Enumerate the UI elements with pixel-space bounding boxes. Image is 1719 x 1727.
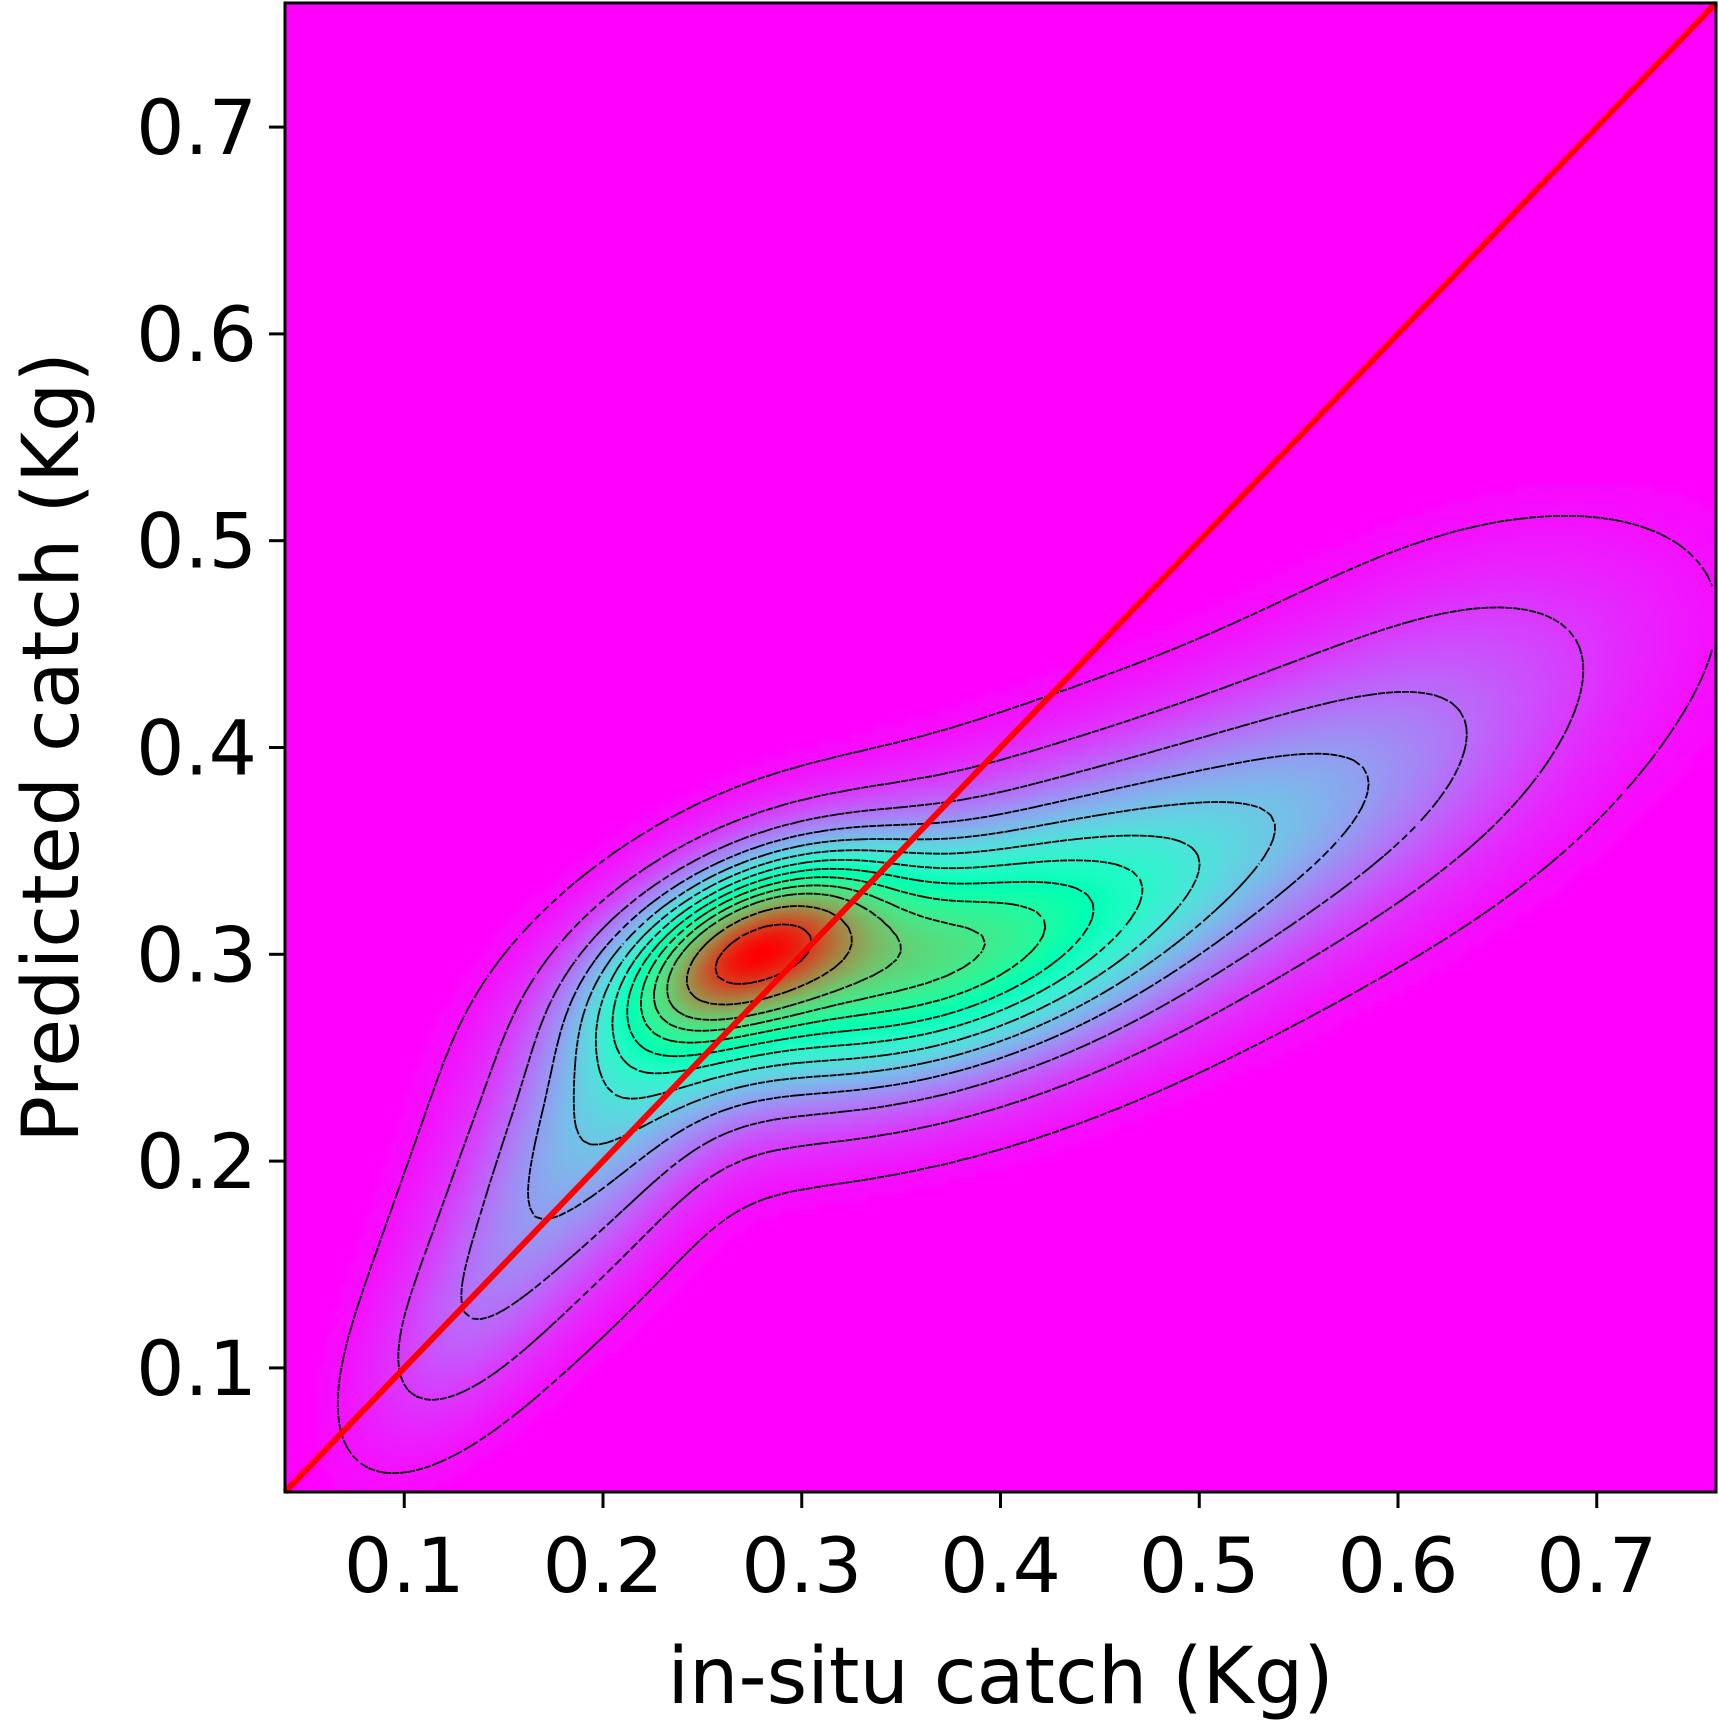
contour-line-11 — [666, 892, 902, 1021]
contour-line-10 — [653, 884, 987, 1032]
y-tick-label: 0.5 — [136, 497, 257, 586]
contour-line-3 — [460, 691, 1468, 1321]
y-tick-label: 0.3 — [136, 910, 257, 999]
y-axis-ticks: 0.1 0.2 0.3 0.4 0.5 0.6 0.7 — [136, 83, 285, 1413]
y-tick-label: 0.7 — [136, 83, 257, 172]
contour-lines — [336, 515, 1713, 1475]
contour-line-7 — [611, 859, 1144, 1075]
contour-line-5 — [572, 801, 1276, 1146]
y-axis-label: Predicted catch (Kg) — [7, 352, 97, 1143]
contour-line-12 — [685, 905, 853, 1006]
x-tick-label: 0.2 — [543, 1521, 664, 1610]
x-tick-label: 0.3 — [741, 1521, 862, 1610]
x-tick-label: 0.5 — [1139, 1521, 1260, 1610]
y-tick-label: 0.1 — [136, 1324, 257, 1413]
x-axis-ticks: 0.1 0.2 0.3 0.4 0.5 0.6 0.7 — [344, 1492, 1657, 1610]
x-axis-label: in-situ catch (Kg) — [667, 1632, 1333, 1722]
contour-line-4 — [527, 752, 1370, 1221]
y-tick-label: 0.2 — [136, 1117, 257, 1206]
x-tick-label: 0.1 — [344, 1521, 465, 1610]
x-tick-label: 0.7 — [1536, 1521, 1657, 1610]
y-tick-label: 0.4 — [136, 704, 257, 793]
contour-line-2 — [397, 606, 1585, 1401]
x-tick-label: 0.4 — [940, 1521, 1061, 1610]
x-tick-label: 0.6 — [1338, 1521, 1459, 1610]
contour-line-1 — [336, 515, 1713, 1475]
contour-line-8 — [626, 867, 1095, 1058]
one-to-one-line — [282, 0, 1719, 1495]
plot-area — [282, 0, 1719, 1495]
contour-line-6 — [594, 834, 1201, 1100]
y-tick-label: 0.6 — [136, 290, 257, 379]
